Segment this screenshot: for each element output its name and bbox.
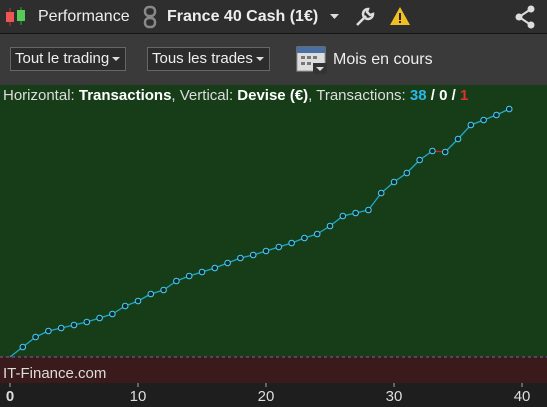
point [441, 148, 449, 156]
point [390, 178, 398, 186]
point [70, 321, 78, 329]
point [83, 318, 91, 326]
win-count: 38 [409, 87, 427, 104]
point [416, 156, 423, 164]
candles-icon [6, 7, 25, 26]
trades-dropdown[interactable]: Tous les trades [147, 47, 270, 71]
point [301, 234, 308, 242]
separator: / [426, 87, 440, 104]
point [185, 272, 193, 280]
point [377, 189, 385, 197]
point [467, 121, 475, 129]
point [454, 135, 462, 143]
x-tick-label: 30 [386, 388, 403, 405]
x-tick-label: 40 [514, 388, 531, 405]
point [173, 277, 180, 285]
point [429, 147, 436, 155]
header-text: Devise (€) [237, 87, 309, 104]
point [224, 259, 231, 267]
header-text: Transactions [78, 87, 172, 104]
dropdown-arrow[interactable] [330, 14, 340, 20]
point [352, 209, 359, 217]
line-segment [367, 192, 382, 211]
chart-header: Horizontal: Transactions, Vertical: Devi… [3, 87, 468, 104]
loss-count: 1 [459, 87, 469, 104]
point [365, 206, 372, 214]
share-icon[interactable] [513, 5, 537, 29]
point [57, 324, 65, 332]
x-tick-label: 0 [6, 388, 14, 405]
x-tick-label: 20 [258, 388, 275, 405]
toolbar: Performance France 40 Cash (1€) [0, 0, 547, 34]
header-text: , Vertical: [171, 87, 238, 104]
point [147, 290, 155, 298]
point [262, 247, 270, 255]
instrument[interactable]: France 40 Cash (1€) [167, 8, 319, 25]
point [403, 169, 411, 177]
watermark: IT-Finance.com [3, 365, 107, 382]
point [288, 239, 295, 247]
separator: / [447, 87, 460, 104]
point [160, 286, 167, 294]
header-text: Horizontal: [3, 87, 79, 104]
point [211, 264, 219, 272]
plot-positive [0, 85, 547, 357]
point [313, 230, 321, 238]
calendar-icon[interactable] [296, 43, 328, 75]
point [326, 222, 334, 230]
scope-dropdown[interactable]: Tout le trading [10, 47, 127, 71]
point [480, 116, 487, 124]
period[interactable]: Mois en cours [333, 51, 433, 68]
x-tick-label: 10 [130, 388, 147, 405]
point [237, 254, 244, 262]
x-axis-band [0, 383, 547, 407]
point [121, 302, 129, 310]
point [339, 212, 347, 220]
point [96, 314, 103, 322]
filter-bar: Tout le trading Tous les trades Mois en … [0, 34, 547, 85]
title[interactable]: Performance [38, 8, 130, 25]
chart: 0 10 20 30 40 [0, 85, 547, 407]
flat-count: 0 [439, 87, 448, 104]
point [505, 105, 513, 113]
point [109, 310, 116, 318]
point [493, 111, 500, 119]
point [45, 327, 52, 335]
warning-icon[interactable] [389, 6, 411, 26]
point [32, 333, 39, 341]
header-text: , Transactions: [308, 87, 410, 104]
point [249, 251, 257, 259]
point [134, 297, 142, 305]
wrench-icon[interactable] [354, 6, 376, 28]
point [198, 268, 206, 276]
plot-negative [0, 357, 547, 383]
point [19, 343, 27, 351]
point [275, 243, 283, 251]
link-icon[interactable] [142, 5, 158, 29]
